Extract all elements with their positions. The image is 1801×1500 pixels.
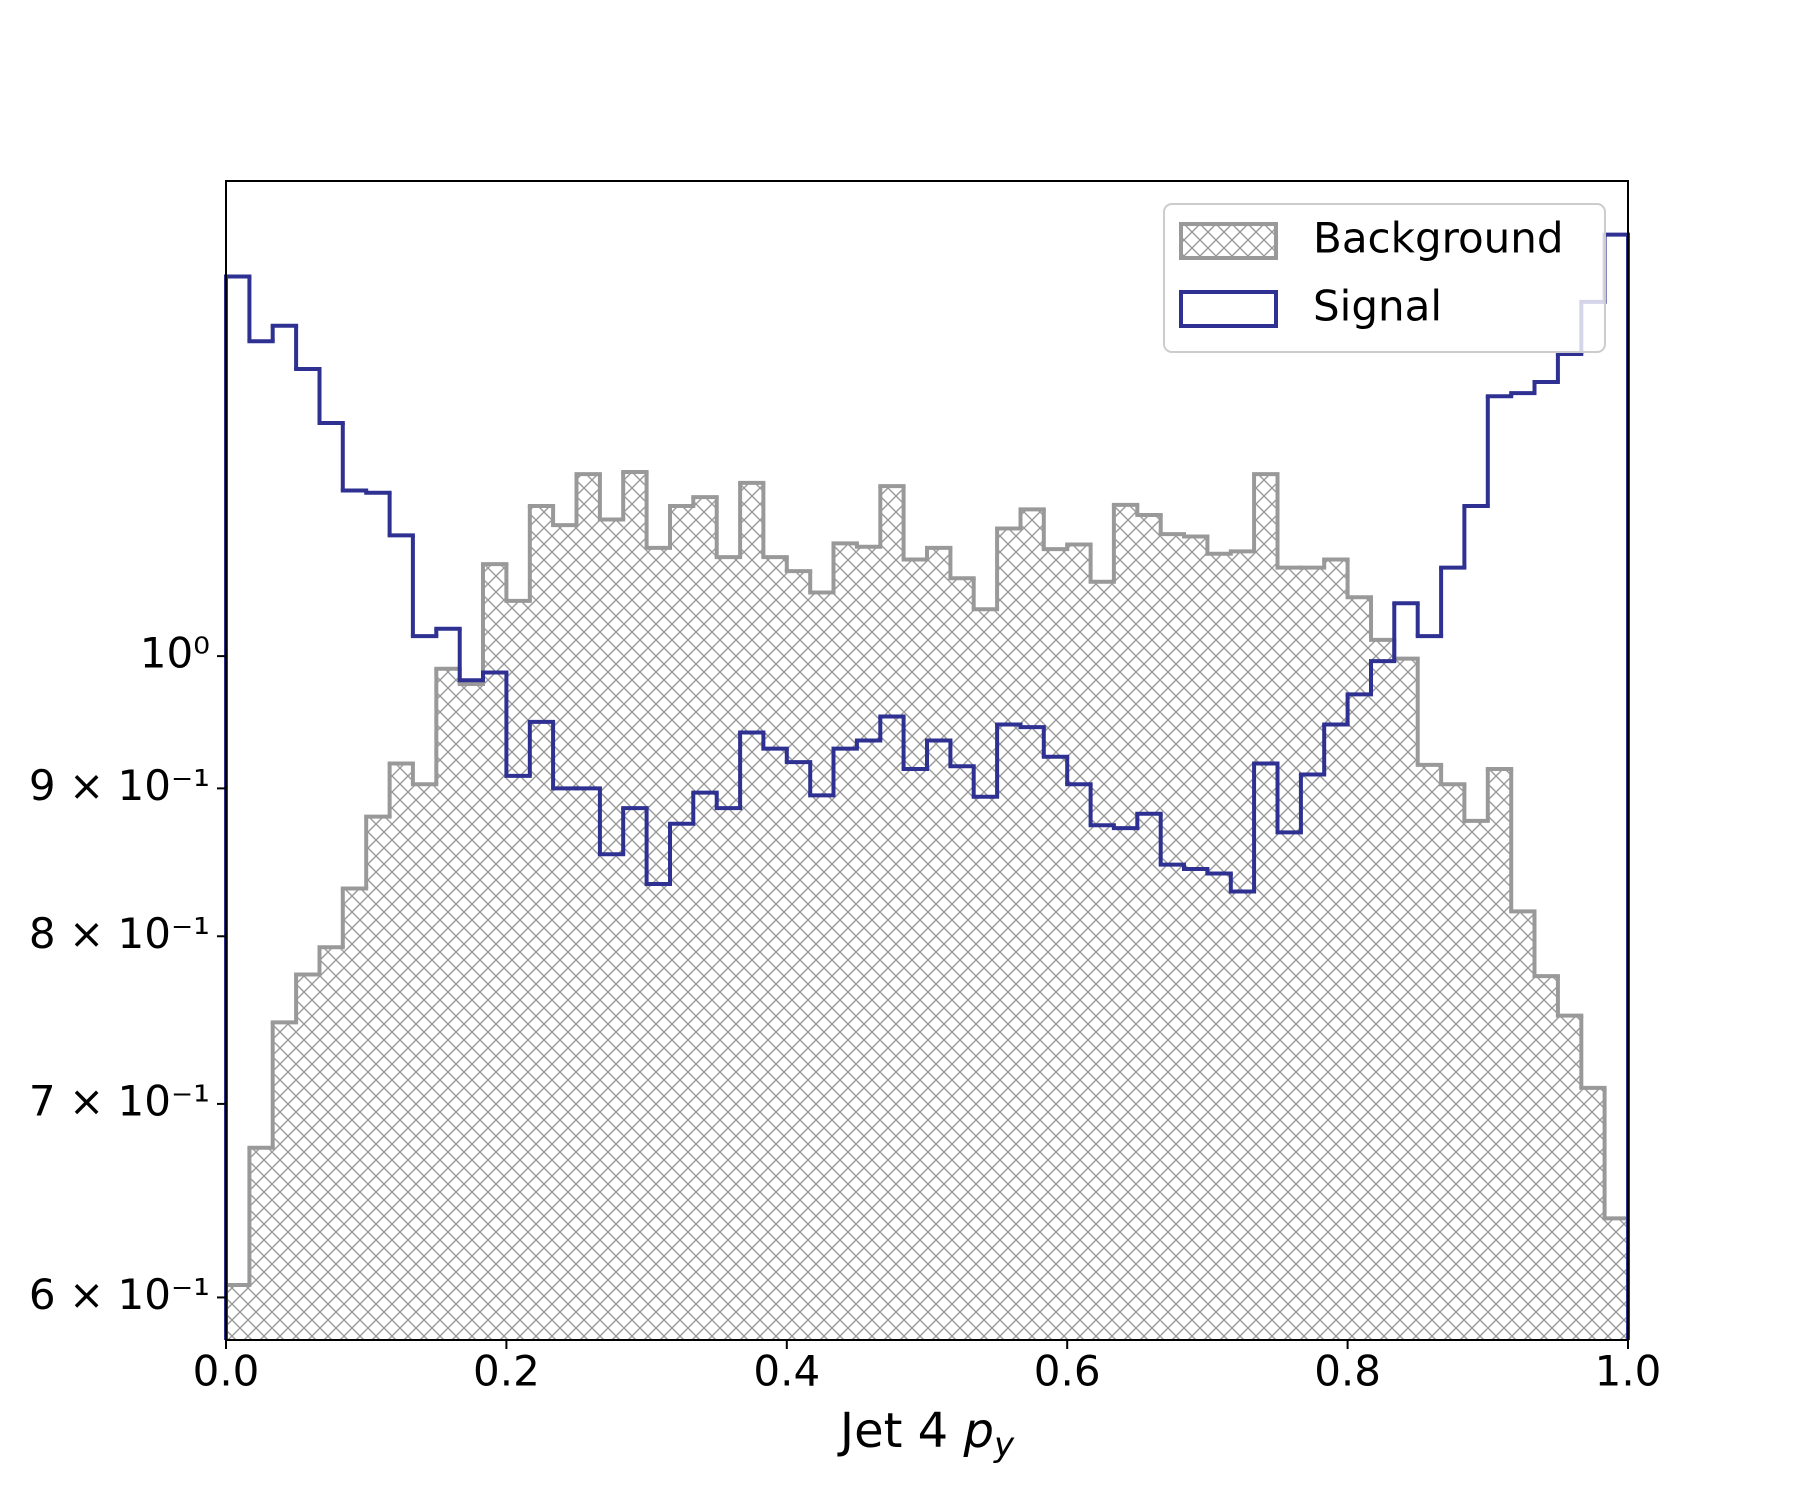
bar [599, 519, 624, 1340]
bar [646, 547, 671, 1340]
y-tick-label: 7 × 10⁻¹ [29, 1076, 210, 1125]
bar [1417, 764, 1442, 1340]
legend-swatch [1179, 222, 1278, 260]
bar [1183, 536, 1208, 1340]
bar [576, 474, 600, 1340]
bar [1441, 784, 1465, 1340]
bar [1254, 474, 1278, 1340]
bar [342, 888, 367, 1340]
bar [1557, 1015, 1582, 1340]
bar [226, 1284, 250, 1340]
bar [436, 668, 460, 1340]
legend-label: Signal [1313, 282, 1442, 331]
bar [973, 609, 998, 1340]
bar [412, 784, 437, 1340]
x-label-sub: y [993, 1425, 1015, 1465]
bar [786, 571, 811, 1340]
bar [319, 947, 343, 1340]
x-tick-label: 0.0 [193, 1347, 260, 1396]
bar [1371, 639, 1395, 1340]
y-tick-label: 10⁰ [140, 629, 210, 678]
bar [1324, 559, 1348, 1340]
bar [249, 1147, 273, 1340]
bar [1534, 976, 1558, 1340]
plot-frame [225, 180, 1629, 1341]
bar [716, 557, 741, 1340]
bar [1511, 911, 1535, 1340]
legend: Background Signal [1163, 203, 1606, 353]
bar [1067, 544, 1091, 1340]
bar [1464, 820, 1488, 1340]
bar [296, 974, 320, 1340]
bar [1347, 597, 1372, 1340]
x-tick-label: 1.0 [1595, 1347, 1662, 1396]
bar [1090, 581, 1114, 1340]
plot-area [224, 232, 1630, 1341]
bar [1581, 1087, 1605, 1340]
bar [856, 546, 881, 1340]
bar [903, 559, 927, 1340]
x-tick-label: 0.6 [1034, 1347, 1101, 1396]
bar [763, 557, 787, 1340]
bar [506, 600, 530, 1340]
x-axis-label: Jet 4 py [837, 1403, 1015, 1465]
bar [997, 528, 1021, 1340]
x-tick-label: 0.2 [473, 1347, 540, 1396]
legend-swatch [1179, 290, 1278, 328]
bar [1300, 567, 1325, 1340]
x-tick-label: 0.4 [753, 1347, 820, 1396]
bar [740, 482, 764, 1340]
bar [1137, 514, 1161, 1340]
bar [272, 1022, 297, 1340]
series-background [224, 469, 1630, 1341]
x-tick-label: 0.8 [1314, 1347, 1381, 1396]
bar [1043, 549, 1068, 1340]
x-label-text: Jet 4 [837, 1403, 948, 1459]
bar [1207, 553, 1231, 1340]
bar [693, 497, 717, 1340]
bar [1020, 509, 1044, 1340]
bar [950, 578, 974, 1340]
bar [810, 592, 834, 1340]
bar [459, 684, 483, 1340]
bar [1160, 534, 1184, 1340]
bar [623, 471, 647, 1340]
bar [670, 506, 694, 1341]
bar [880, 486, 904, 1340]
bar [553, 525, 577, 1340]
bar [482, 564, 507, 1340]
bar [1394, 658, 1418, 1340]
bar [529, 506, 554, 1341]
y-tick-label: 8 × 10⁻¹ [29, 909, 210, 958]
bar [1113, 504, 1138, 1340]
bar [1277, 567, 1301, 1340]
bar [833, 543, 857, 1340]
bar [1230, 551, 1255, 1340]
x-label-var: p [962, 1403, 993, 1459]
y-tick-label: 6 × 10⁻¹ [29, 1270, 210, 1319]
bar [1604, 1218, 1628, 1340]
y-tick-label: 9 × 10⁻¹ [29, 761, 210, 810]
legend-label: Background [1313, 214, 1564, 263]
bar [1487, 769, 1512, 1340]
bar [927, 547, 951, 1340]
bar [366, 816, 390, 1340]
bar [389, 763, 413, 1340]
